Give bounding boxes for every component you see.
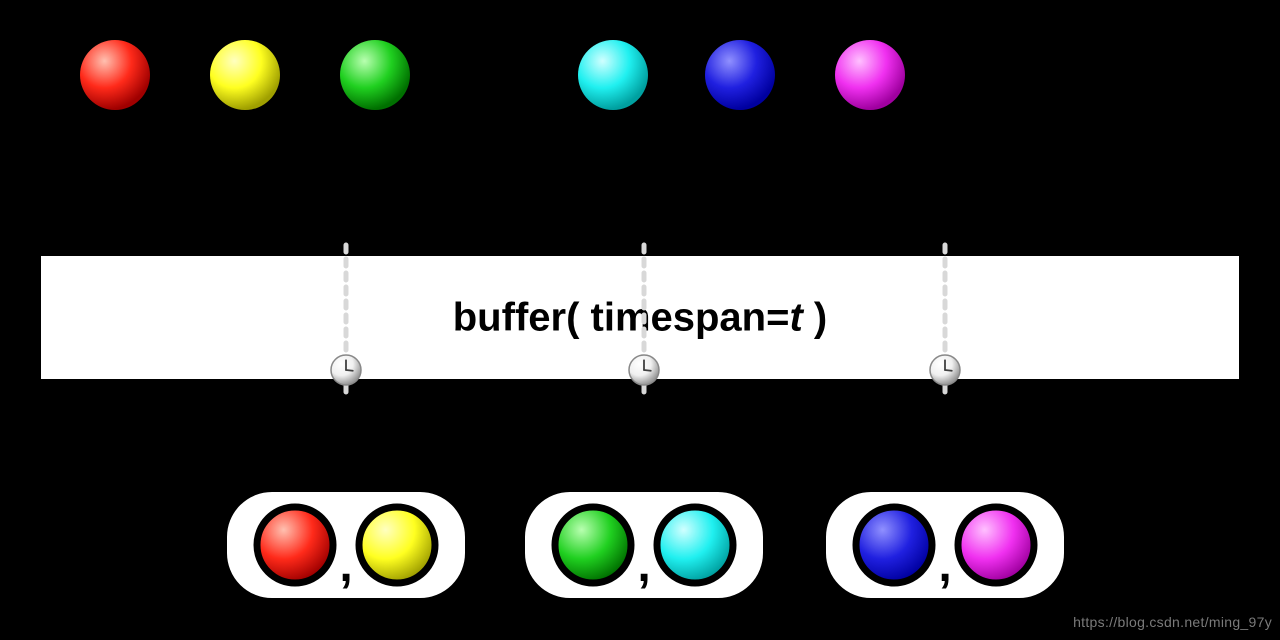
input-marble-yellow (210, 40, 280, 110)
output-marble-magenta (958, 507, 1034, 583)
watermark-text: https://blog.csdn.net/ming_97y (1073, 614, 1272, 630)
clock-icon (331, 355, 361, 385)
input-marble-magenta (835, 40, 905, 110)
output-marble-red (257, 507, 333, 583)
marble-diagram: buffer( timespan=t ),,, (0, 0, 1280, 640)
operator-label: buffer( timespan=t ) (453, 296, 827, 340)
output-marble-green (555, 507, 631, 583)
group-comma: , (339, 539, 352, 592)
output-marble-cyan (657, 507, 733, 583)
input-marble-cyan (578, 40, 648, 110)
input-marble-blue (705, 40, 775, 110)
group-comma: , (938, 539, 951, 592)
group-comma: , (637, 539, 650, 592)
output-marble-blue (856, 507, 932, 583)
input-marble-green (340, 40, 410, 110)
input-marble-red (80, 40, 150, 110)
clock-icon (930, 355, 960, 385)
output-marble-yellow (359, 507, 435, 583)
clock-icon (629, 355, 659, 385)
